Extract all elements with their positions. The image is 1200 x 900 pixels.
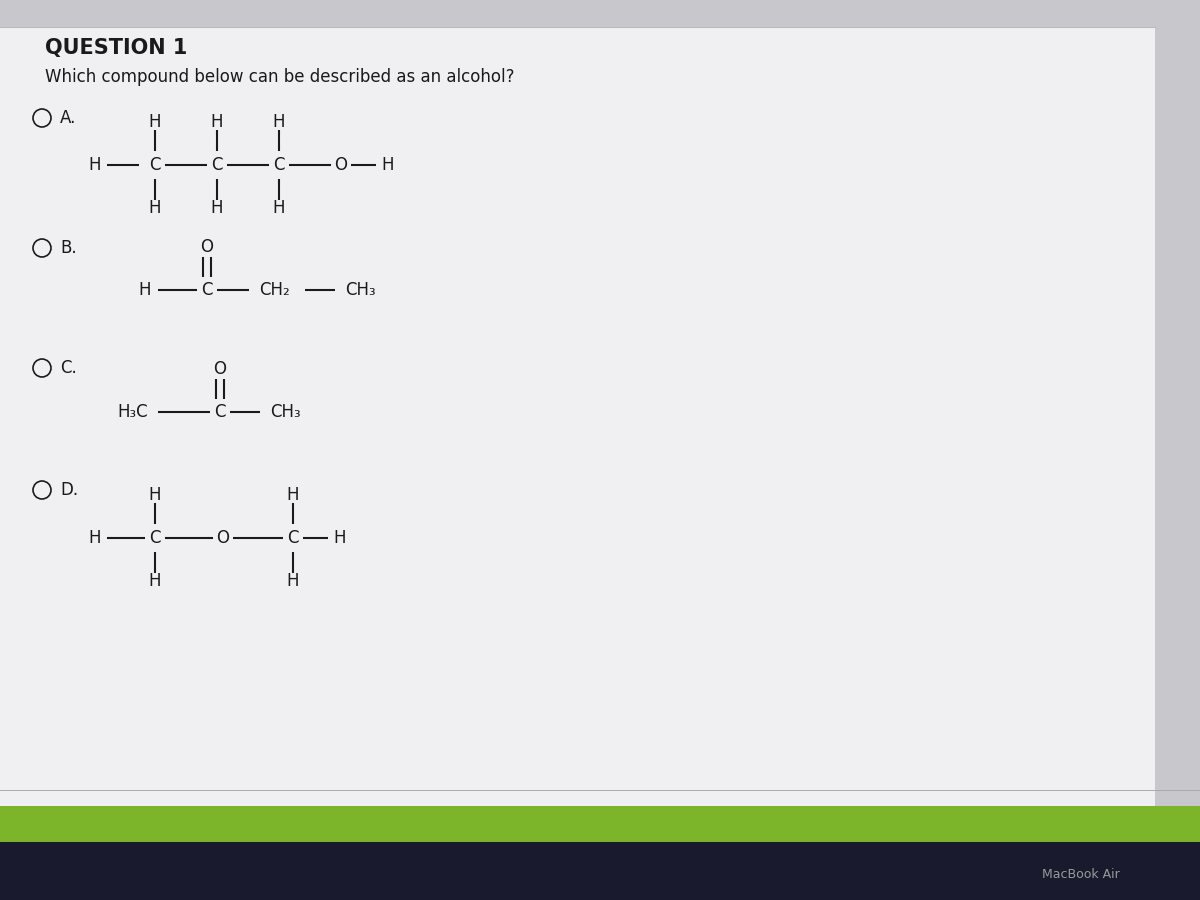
- Text: O: O: [214, 360, 227, 378]
- Text: O: O: [200, 238, 214, 256]
- Text: H: H: [149, 199, 161, 217]
- Text: H: H: [89, 156, 101, 174]
- FancyBboxPatch shape: [0, 27, 1154, 812]
- Text: H: H: [332, 529, 346, 547]
- Text: C: C: [149, 529, 161, 547]
- Text: QUESTION 1: QUESTION 1: [46, 38, 187, 58]
- Text: CH₃: CH₃: [344, 281, 376, 299]
- Text: CH₂: CH₂: [259, 281, 289, 299]
- Text: D.: D.: [60, 481, 78, 499]
- Text: H: H: [149, 113, 161, 131]
- Text: C: C: [215, 403, 226, 421]
- Text: H: H: [89, 529, 101, 547]
- Text: A.: A.: [60, 109, 77, 127]
- Text: C.: C.: [60, 359, 77, 377]
- Text: B.: B.: [60, 239, 77, 257]
- FancyBboxPatch shape: [0, 842, 1200, 900]
- Text: C: C: [149, 156, 161, 174]
- Text: H: H: [272, 113, 286, 131]
- Text: C: C: [274, 156, 284, 174]
- Text: C: C: [287, 529, 299, 547]
- Text: C: C: [211, 156, 223, 174]
- Text: O: O: [335, 156, 348, 174]
- Text: H: H: [211, 199, 223, 217]
- Text: H: H: [211, 113, 223, 131]
- Text: H: H: [149, 572, 161, 590]
- Text: Which compound below can be described as an alcohol?: Which compound below can be described as…: [46, 68, 515, 86]
- Text: H: H: [138, 281, 151, 299]
- Text: H: H: [382, 156, 394, 174]
- Text: H: H: [287, 486, 299, 504]
- FancyBboxPatch shape: [0, 806, 1200, 842]
- Text: C: C: [202, 281, 212, 299]
- Text: O: O: [216, 529, 229, 547]
- Text: H: H: [272, 199, 286, 217]
- Text: CH₃: CH₃: [270, 403, 300, 421]
- Text: H₃C: H₃C: [118, 403, 148, 421]
- Text: MacBook Air: MacBook Air: [1043, 868, 1120, 880]
- Text: H: H: [149, 486, 161, 504]
- Text: H: H: [287, 572, 299, 590]
